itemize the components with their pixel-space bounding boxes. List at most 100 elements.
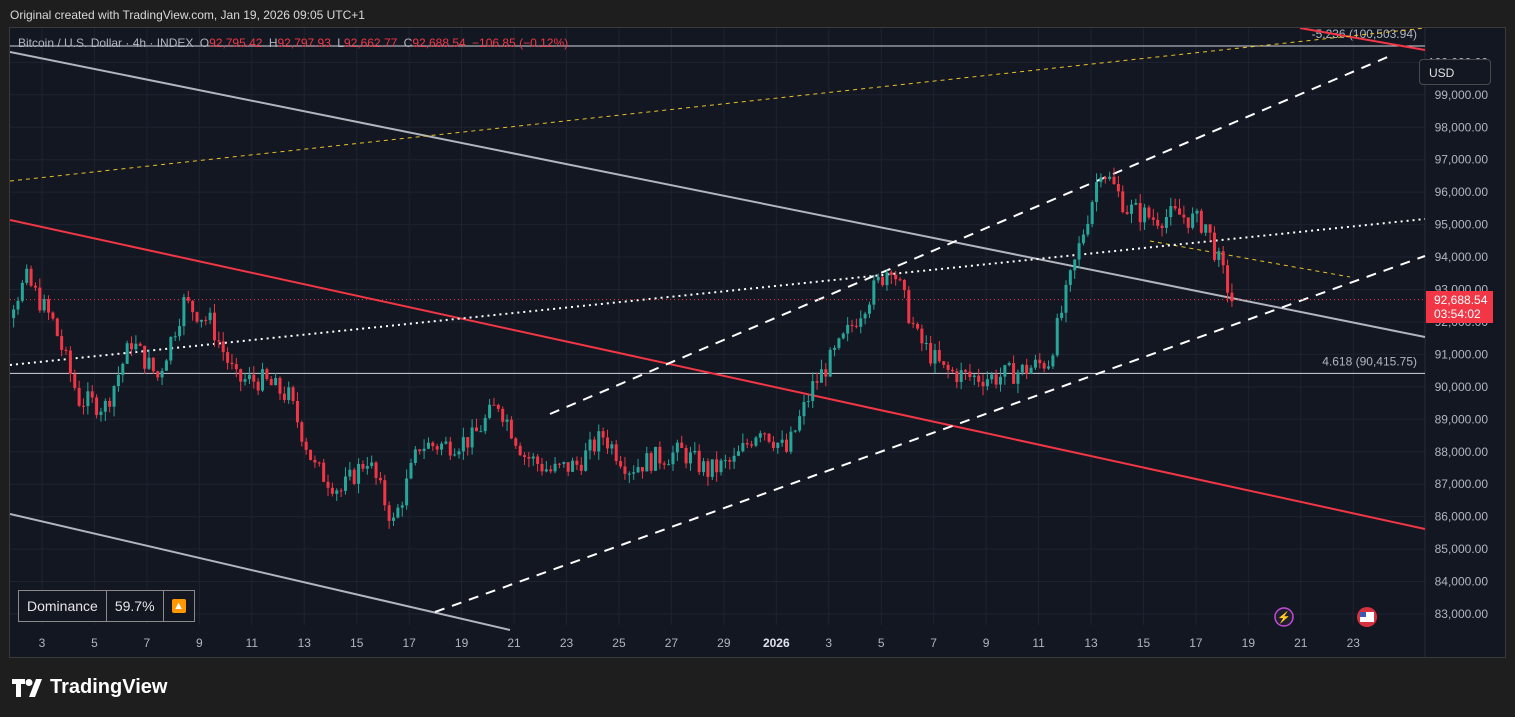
candle-body — [374, 462, 378, 478]
low-label: L — [337, 36, 344, 50]
candle-body — [1047, 366, 1051, 369]
candle-body — [619, 461, 623, 467]
candle-body — [38, 287, 42, 311]
candle-body — [745, 443, 749, 445]
candle-body — [544, 469, 548, 472]
candle-body — [400, 505, 404, 508]
candle-body — [911, 323, 915, 325]
candle-body — [754, 437, 758, 446]
candle-body — [527, 456, 531, 459]
candle-body — [178, 326, 182, 337]
y-tick-label: 94,000.00 — [1435, 250, 1489, 264]
candle-body — [453, 454, 457, 456]
candle-body — [959, 370, 963, 383]
candle-body — [680, 442, 684, 448]
x-tick-label: 27 — [665, 636, 679, 650]
candle-body — [1195, 210, 1199, 214]
candle-body — [645, 453, 649, 472]
candle-body — [396, 507, 400, 518]
candle-body — [29, 268, 33, 286]
candle-body — [536, 456, 540, 464]
tradingview-brand[interactable]: TradingView — [12, 676, 167, 699]
red-trendline-upper — [1299, 28, 1426, 51]
candle-body — [295, 400, 299, 423]
candle-body — [767, 433, 771, 442]
candle-body — [955, 371, 959, 383]
candle-body — [675, 442, 679, 453]
candle-body — [876, 277, 880, 281]
candle-body — [239, 369, 243, 382]
candle-body — [785, 439, 789, 452]
candle-body — [60, 336, 64, 350]
candle-body — [352, 469, 356, 484]
price-chart[interactable]: 83,000.00 84,000.00 85,000.00 86,000.00 87,0… — [10, 28, 1506, 658]
candle-body — [68, 350, 72, 374]
symbol-legend[interactable]: Bitcoin / U.S. Dollar · 4h · INDEX O92,7… — [18, 36, 568, 50]
candle-body — [1103, 177, 1107, 179]
candle-body — [99, 411, 103, 415]
chart-frame[interactable]: 83,000.00 84,000.00 85,000.00 86,000.00 87,0… — [9, 27, 1506, 658]
bar-countdown: 03:54:02 — [1434, 307, 1481, 321]
candle-body — [693, 450, 697, 453]
candle-body — [977, 375, 981, 382]
candle-body — [1178, 208, 1182, 215]
fib-level-label: 4.618 (90,415.75) — [1322, 354, 1417, 368]
candle-body — [317, 462, 321, 464]
candle-body — [138, 343, 142, 346]
us-flag-canton — [1360, 612, 1366, 617]
candle-body — [654, 446, 658, 471]
candle-body — [199, 319, 203, 322]
candle-body — [1208, 224, 1212, 233]
candle-body — [1060, 312, 1064, 318]
candle-body — [361, 463, 365, 469]
y-tick-label: 86,000.00 — [1435, 510, 1489, 524]
candle-body — [1042, 363, 1046, 369]
candle-body — [1016, 372, 1020, 384]
candle-body — [413, 449, 417, 463]
candle-body — [601, 431, 605, 438]
currency-button[interactable]: USD — [1419, 59, 1491, 85]
x-tick-label: 3 — [39, 636, 46, 650]
candle-body — [134, 343, 138, 350]
candle-body — [531, 456, 535, 459]
candle-body — [1212, 232, 1216, 260]
candle-body — [802, 401, 806, 417]
change-value: −106.85 (−0.12%) — [472, 36, 569, 50]
candle-body — [392, 517, 396, 521]
candle-body — [151, 357, 155, 372]
candle-body — [77, 387, 81, 406]
x-tick-label: 23 — [1347, 636, 1361, 650]
x-tick-label: 19 — [1242, 636, 1256, 650]
last-price: 92,688.54 — [1434, 293, 1488, 307]
candle-body — [335, 490, 339, 494]
candle-body — [51, 312, 55, 319]
x-tick-label: 3 — [825, 636, 832, 650]
y-tick-label: 97,000.00 — [1435, 153, 1489, 167]
candle-body — [566, 462, 570, 472]
candle-body — [514, 438, 518, 446]
candle-body — [81, 405, 85, 407]
candle-body — [143, 345, 147, 369]
candle-body — [881, 277, 885, 286]
dominance-label: Dominance — [19, 591, 107, 621]
candle-body — [55, 318, 59, 337]
x-tick-label: 23 — [560, 636, 574, 650]
candle-body — [492, 404, 496, 406]
candle-body — [1051, 355, 1055, 367]
candle-body — [1007, 363, 1011, 366]
x-tick-label: 21 — [507, 636, 521, 650]
candle-body — [710, 459, 714, 477]
fib-trendline — [10, 28, 1426, 182]
candle-body — [863, 313, 867, 319]
symbol-name[interactable]: Bitcoin / U.S. Dollar · 4h · INDEX — [18, 36, 194, 50]
candle-body — [1129, 204, 1133, 214]
open-value: 92,795.42 — [209, 36, 263, 50]
y-tick-label: 99,000.00 — [1435, 88, 1489, 102]
candle-body — [1186, 217, 1190, 228]
candle-body — [1025, 364, 1029, 374]
dominance-widget[interactable]: Dominance 59.7% ▲ — [18, 590, 195, 622]
candle-body — [1095, 182, 1099, 203]
candle-body — [575, 460, 579, 465]
candle-body — [632, 472, 636, 474]
candle-body — [990, 374, 994, 380]
